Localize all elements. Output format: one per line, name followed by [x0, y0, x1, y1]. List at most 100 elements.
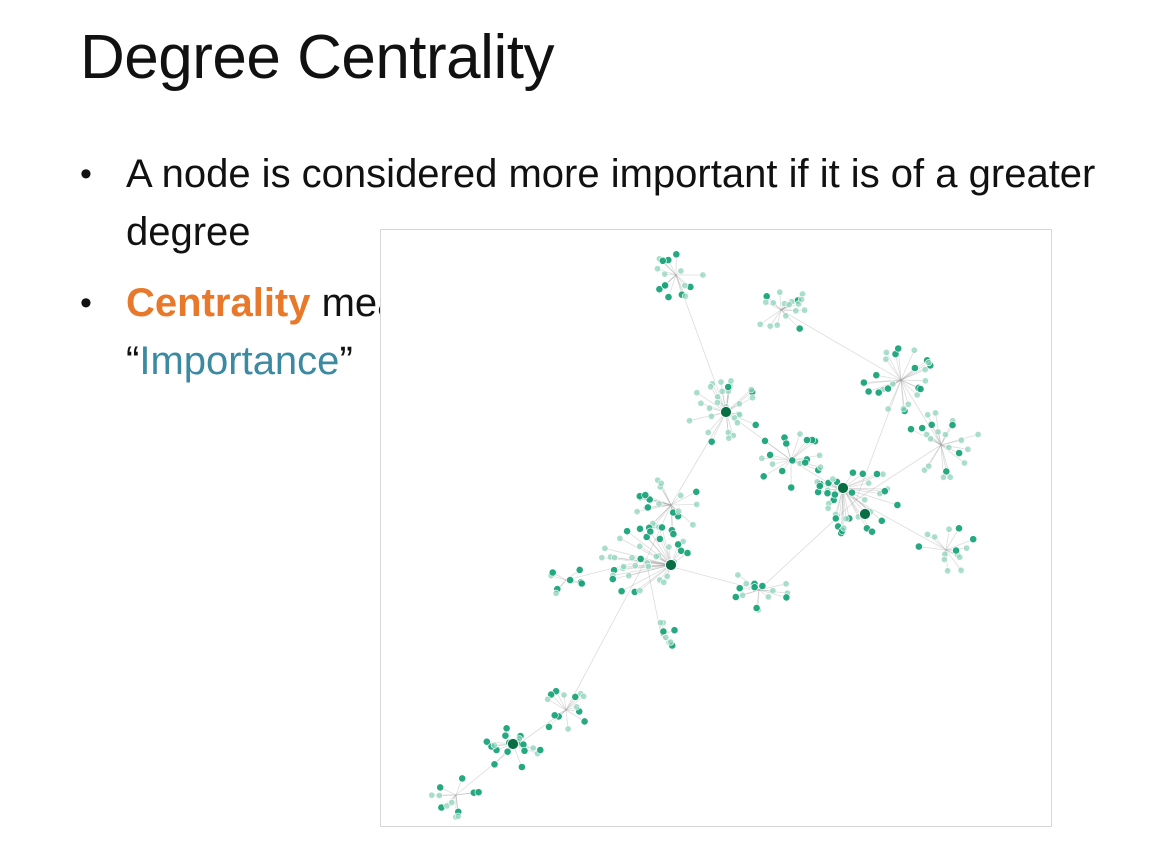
- graph-node: [751, 420, 760, 429]
- graph-node: [934, 428, 942, 436]
- graph-edge: [927, 534, 947, 551]
- close-quote: ”: [339, 339, 353, 383]
- graph-node: [848, 468, 857, 477]
- graph-node: [864, 387, 873, 396]
- graph-edge: [670, 491, 697, 506]
- graph-node: [748, 394, 756, 402]
- graph-node: [924, 411, 932, 419]
- graph-node: [963, 544, 971, 552]
- graph-node: [782, 580, 790, 588]
- graph-node: [503, 747, 512, 756]
- graph-node: [672, 250, 681, 259]
- graph-node: [957, 436, 965, 444]
- graph-node: [952, 546, 960, 555]
- graph-node: [693, 389, 701, 397]
- graph-edge: [900, 369, 926, 381]
- graph-node: [907, 425, 915, 434]
- graph-edge: [790, 440, 816, 461]
- graph-node: [899, 405, 907, 413]
- graph-edge: [940, 444, 968, 450]
- graph-node: [731, 593, 740, 601]
- graph-node: [697, 399, 705, 407]
- graph-edge: [790, 433, 801, 461]
- graph-node: [633, 508, 641, 516]
- graph-node: [874, 388, 883, 397]
- graph-node: [884, 405, 892, 413]
- graph-node: [948, 421, 957, 429]
- graph-node: [573, 703, 581, 711]
- graph-edge: [900, 379, 904, 409]
- graph-node: [915, 542, 923, 551]
- graph-node: [727, 377, 735, 385]
- graph-edge: [565, 695, 584, 711]
- graph-node: [974, 431, 982, 439]
- graph-node: [529, 744, 537, 752]
- graph-node: [739, 591, 747, 599]
- graph-node: [725, 434, 733, 442]
- graph-edge: [621, 564, 672, 592]
- graph-node: [655, 285, 664, 294]
- graph-node: [608, 575, 617, 583]
- graph-node: [964, 445, 972, 453]
- graph-node: [707, 412, 715, 420]
- graph-edge: [900, 379, 909, 405]
- graph-node: [625, 572, 633, 580]
- graph-node: [840, 524, 848, 532]
- graph-node: [734, 571, 742, 579]
- graph-node: [685, 417, 693, 425]
- graph-node: [925, 359, 933, 367]
- graph-node: [893, 501, 902, 509]
- graph-edge: [547, 698, 567, 711]
- graph-edge: [565, 559, 647, 711]
- graph-node: [560, 691, 568, 699]
- graph-edge: [637, 504, 672, 512]
- graph-node: [611, 554, 619, 562]
- graph-node: [830, 490, 839, 499]
- graph-node: [735, 584, 744, 593]
- graph-node: [598, 554, 606, 562]
- graph-node: [623, 527, 631, 536]
- graph-edge: [842, 487, 888, 490]
- network-graph: [380, 229, 1052, 827]
- graph-node: [931, 533, 939, 541]
- graph-node: [674, 540, 682, 549]
- graph-node: [628, 554, 636, 562]
- graph-node: [699, 271, 707, 279]
- graph-node: [759, 472, 768, 481]
- graph-node: [816, 451, 824, 459]
- graph-node: [428, 791, 436, 799]
- graph-node: [655, 500, 663, 508]
- graph-node: [681, 292, 689, 300]
- graph-node: [724, 383, 733, 391]
- graph-node: [904, 400, 912, 408]
- graph-node: [658, 256, 667, 265]
- bullet-item: • A node is considered more important if…: [80, 145, 1153, 261]
- graph-node: [916, 385, 925, 393]
- graph-edge: [628, 564, 672, 577]
- graph-node: [766, 322, 774, 330]
- graph-node: [620, 563, 628, 571]
- graph-edge: [842, 487, 871, 513]
- graph-node: [868, 527, 876, 536]
- graph-node: [520, 746, 529, 755]
- graph-node: [435, 791, 443, 799]
- graph-node: [665, 543, 673, 551]
- graph-node: [653, 265, 661, 273]
- graph-node: [575, 565, 584, 574]
- graph-edge: [940, 444, 965, 464]
- graph-node: [642, 533, 651, 541]
- graph-node: [577, 579, 586, 588]
- graph-node: [669, 530, 678, 538]
- graph-node: [945, 443, 953, 451]
- graph-node: [957, 566, 965, 574]
- graph-node: [815, 482, 824, 490]
- graph-node: [782, 312, 790, 320]
- graph-node: [939, 473, 947, 481]
- graph-node: [681, 282, 689, 290]
- graph-node: [683, 549, 692, 557]
- graph-node: [913, 391, 921, 399]
- graph-node: [655, 534, 664, 543]
- open-quote: “: [126, 339, 140, 383]
- graph-node: [515, 735, 523, 743]
- graph-node: [747, 386, 755, 394]
